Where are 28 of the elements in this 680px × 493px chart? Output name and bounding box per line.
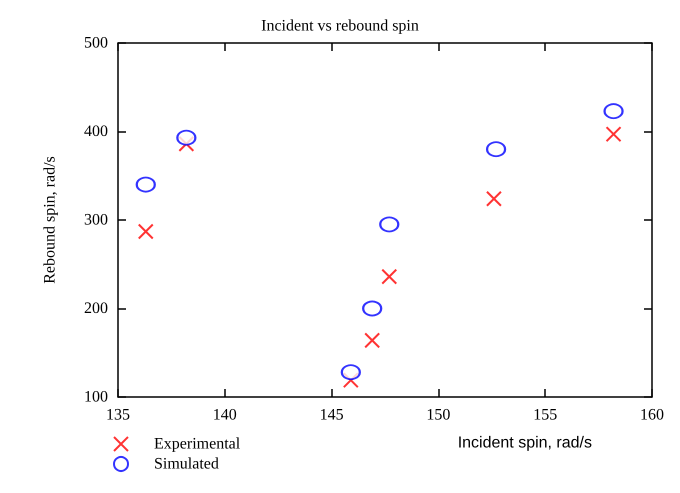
x-axis-title: Incident spin, rad/s: [458, 434, 592, 452]
point: [606, 126, 622, 142]
chart-title: Incident vs rebound spin: [261, 18, 419, 34]
point: [176, 130, 196, 146]
point: [379, 216, 400, 232]
point: [604, 103, 624, 120]
x-tick-label: 155: [533, 406, 558, 424]
x-tick-label: 140: [212, 406, 237, 424]
y-tick-label: 400: [84, 123, 108, 140]
point: [486, 141, 506, 158]
point: [136, 176, 156, 193]
point: [138, 224, 154, 240]
y-tick-label: 500: [84, 34, 108, 52]
point: [340, 364, 361, 380]
y-tick-label: 200: [84, 300, 108, 317]
legend-label: Simulated: [154, 456, 219, 472]
legend-label: Experimental: [154, 436, 241, 452]
point: [364, 332, 380, 348]
point: [362, 300, 382, 316]
x-tick-label: 160: [640, 406, 664, 424]
x-tick-label: 135: [106, 406, 130, 424]
y-axis-title: Rebound spin, rad/s: [42, 156, 58, 284]
point: [486, 190, 502, 207]
point: [381, 268, 398, 285]
y-tick-label: 300: [84, 212, 108, 228]
y-tick-label: 100: [84, 388, 108, 406]
x-tick-label: 145: [320, 406, 344, 424]
x-tick-label: 150: [426, 406, 450, 424]
